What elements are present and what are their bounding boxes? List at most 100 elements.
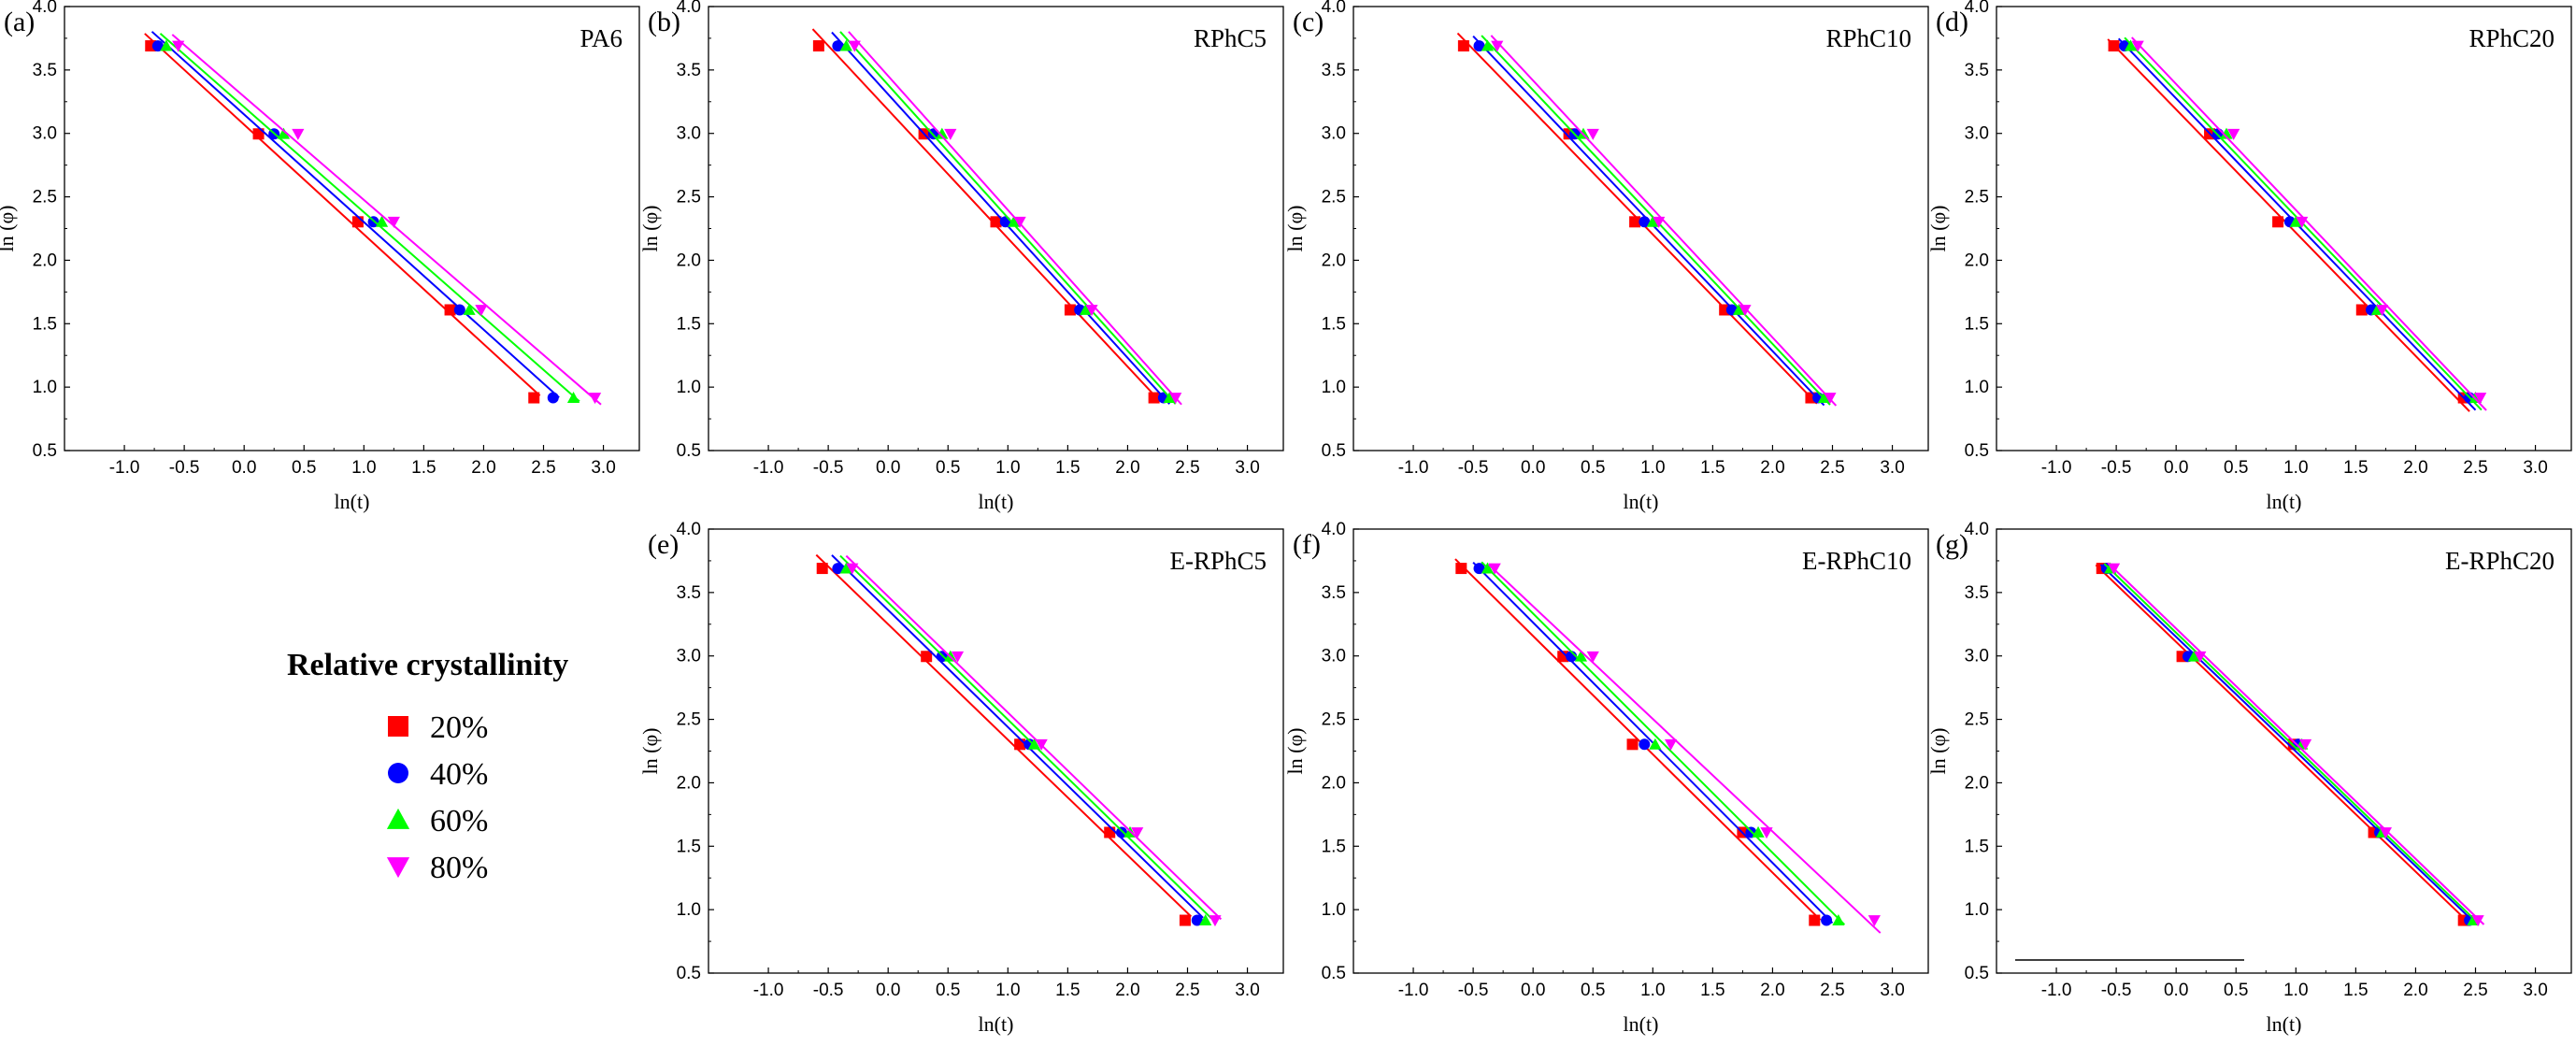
x-tick-label: 0.5 (292, 458, 316, 478)
data-point-80pct (475, 305, 488, 317)
legend-label: 40% (430, 757, 488, 792)
data-point-80pct (172, 40, 185, 52)
legend-entry: 60% (386, 804, 488, 838)
x-tick-label: 0.5 (936, 981, 960, 1000)
data-point-80pct (1085, 305, 1098, 317)
y-tick-label: 3.0 (1965, 647, 1989, 666)
data-point-20pct (921, 651, 933, 663)
y-tick-label: 1.0 (677, 900, 701, 920)
panel-e-rphc5: -1.0 -0.5 0.0 0.5 1.0 1.5 2.0 2.5 3.0 0.5 1.0 1.5 2.… (638, 520, 1284, 1036)
data-point-40pct (832, 563, 844, 575)
fit-line-80pct (171, 34, 602, 406)
fit-line-60pct (839, 31, 1177, 405)
fit-line-20pct (811, 28, 1161, 403)
x-tick-label: 3.0 (1880, 981, 1904, 1000)
data-point-60pct (375, 215, 389, 227)
panel-e-rphc20: -1.0 -0.5 0.0 0.5 1.0 1.5 2.0 2.5 3.0 0.5 1.0 1.5 2.… (1926, 520, 2572, 1036)
panel-title: E-RPhC5 (1169, 547, 1267, 575)
panel-title: RPhC5 (1194, 24, 1267, 52)
x-tick-label: 3.0 (1235, 981, 1259, 1000)
fit-line-40pct (831, 554, 1204, 919)
x-tick-label: 3.0 (1235, 458, 1259, 478)
legend-entry: 40% (388, 757, 488, 792)
x-tick-label: 1.5 (2343, 981, 2368, 1000)
data-point-20pct (1064, 304, 1076, 316)
legend: Relative crystallinity 20% 40% 60% 80% (287, 648, 568, 885)
x-tick-label: 2.5 (2463, 981, 2487, 1000)
x-tick-label: 1.0 (351, 458, 376, 478)
panel-letter: (g) (1936, 529, 1968, 560)
x-tick-label: 1.5 (1700, 981, 1724, 1000)
data-point-40pct (1821, 914, 1833, 926)
panel-title: E-RPhC10 (1802, 547, 1911, 575)
fit-line-60pct (159, 33, 580, 403)
data-point-80pct (1760, 827, 1773, 839)
y-axis-label: ln (φ) (1926, 728, 1950, 775)
data-point-40pct (1639, 216, 1651, 228)
data-point-80pct (1488, 563, 1501, 575)
x-tick-label: 3.0 (2523, 981, 2547, 1000)
y-tick-label: 3.0 (1322, 124, 1346, 144)
data-point-20pct (444, 304, 456, 316)
data-point-20pct (1629, 216, 1641, 228)
x-tick-label: 1.0 (1640, 981, 1665, 1000)
y-axis-label: ln (φ) (1283, 206, 1307, 252)
x-tick-label: 0.5 (2224, 981, 2248, 1000)
x-axis-label: ln(t) (1624, 490, 1659, 513)
y-tick-label: 3.0 (677, 124, 701, 144)
y-tick-label: 1.0 (1965, 378, 1989, 397)
data-point-40pct (1473, 563, 1485, 575)
legend-marker (388, 716, 408, 737)
y-tick-label: 4.0 (1322, 520, 1346, 539)
data-point-20pct (1179, 914, 1191, 926)
x-tick-label: -0.5 (813, 458, 844, 478)
legend-entry: 20% (388, 710, 488, 745)
data-point-80pct (1586, 651, 1599, 663)
x-tick-label: 0.5 (1581, 981, 1605, 1000)
data-point-80pct (2379, 827, 2393, 839)
x-axis-label: ln(t) (979, 1012, 1014, 1036)
y-tick-label: 3.0 (1322, 647, 1346, 666)
fit-line-40pct (831, 31, 1171, 405)
data-point-60pct (1027, 738, 1041, 750)
data-point-40pct (547, 392, 559, 404)
data-point-60pct (1732, 303, 1746, 315)
data-point-60pct (936, 127, 949, 139)
y-tick-label: 1.5 (1965, 314, 1989, 334)
x-tick-label: -1.0 (109, 458, 140, 478)
x-tick-label: 2.5 (1820, 981, 1844, 1000)
plot-frame (1996, 528, 2572, 974)
legend-label: 20% (430, 710, 488, 745)
y-tick-label: 1.0 (677, 378, 701, 397)
y-tick-label: 0.5 (33, 441, 57, 461)
x-tick-label: 2.5 (2463, 458, 2487, 478)
x-tick-label: 1.5 (2343, 458, 2368, 478)
data-point-60pct (160, 39, 173, 51)
data-point-60pct (2124, 39, 2138, 51)
x-tick-label: 1.5 (1700, 458, 1724, 478)
data-point-80pct (1131, 827, 1144, 839)
y-tick-label: 1.5 (1965, 837, 1989, 856)
data-point-80pct (1739, 305, 1752, 317)
x-tick-label: 1.0 (2283, 981, 2308, 1000)
data-point-60pct (1481, 562, 1495, 574)
y-tick-label: 2.5 (33, 188, 57, 208)
data-point-80pct (292, 128, 305, 140)
x-tick-label: 2.5 (531, 458, 555, 478)
x-tick-label: 0.0 (2164, 458, 2188, 478)
y-tick-label: 3.0 (1965, 124, 1989, 144)
x-tick-label: 1.0 (1640, 458, 1665, 478)
data-point-80pct (1664, 738, 1678, 751)
x-tick-label: 2.0 (1760, 981, 1784, 1000)
data-point-80pct (1169, 393, 1182, 405)
y-tick-label: 4.0 (1322, 0, 1346, 17)
data-point-60pct (463, 303, 476, 315)
y-tick-label: 2.5 (1322, 188, 1346, 208)
data-point-80pct (944, 128, 957, 140)
y-tick-label: 3.5 (1965, 61, 1989, 80)
x-tick-label: 2.0 (1115, 981, 1139, 1000)
y-tick-label: 3.5 (33, 61, 57, 80)
data-point-20pct (816, 563, 828, 575)
x-tick-label: -1.0 (753, 981, 784, 1000)
